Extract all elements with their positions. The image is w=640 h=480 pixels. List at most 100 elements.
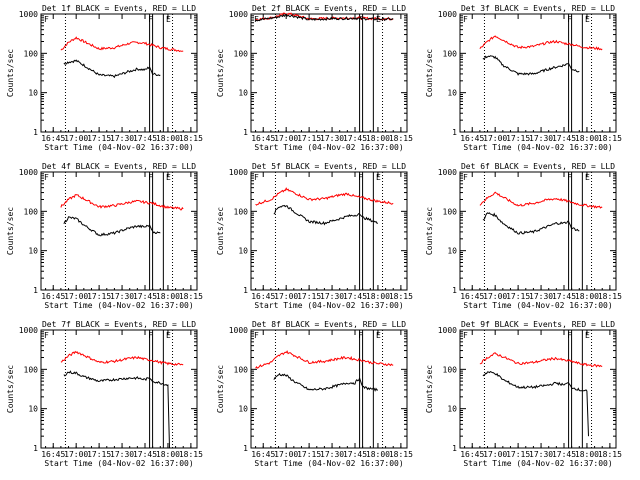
- y-axis-label: Counts/sec: [425, 49, 434, 97]
- x-tick-label: 17:45: [133, 292, 157, 301]
- event-label-e: E: [166, 173, 171, 182]
- panel-det-9: Det 9f BLACK = Events, RED = LLD 1 10 100 10…: [425, 320, 622, 468]
- events-rate-line: [273, 204, 378, 226]
- panel-title: Det 7f BLACK = Events, RED = LLD: [42, 320, 196, 329]
- events-rate-line: [273, 372, 379, 392]
- x-tick-label: 18:00: [156, 292, 180, 301]
- x-tick-label: 18:15: [389, 292, 413, 301]
- x-tick-label: 18:00: [366, 450, 390, 459]
- x-tick-label: 17:45: [552, 134, 576, 143]
- y-tick-label: 10: [238, 89, 248, 98]
- y-tick-label: 1: [452, 286, 457, 295]
- y-tick-label: 1000: [229, 168, 248, 177]
- y-axis-label: Counts/sec: [216, 49, 225, 97]
- event-label-e: E: [585, 173, 590, 182]
- x-tick-label: 17:15: [297, 134, 321, 143]
- corner-label-f: F: [44, 173, 49, 182]
- y-tick-label: 10: [238, 247, 248, 256]
- x-axis-label: Start Time (04-Nov-02 16:37:00): [463, 459, 612, 468]
- x-tick-label: 16:45: [41, 450, 65, 459]
- x-tick-label: 17:45: [343, 450, 367, 459]
- panel-title: Det 1f BLACK = Events, RED = LLD: [42, 4, 196, 13]
- x-tick-label: 17:45: [343, 134, 367, 143]
- y-tick-label: 10: [28, 89, 38, 98]
- x-tick-label: 18:00: [366, 134, 390, 143]
- x-tick-label: 17:30: [110, 134, 134, 143]
- lld-rate-line: [60, 194, 184, 211]
- x-tick-label: 18:00: [156, 450, 180, 459]
- x-axis-label: Start Time (04-Nov-02 16:37:00): [254, 143, 403, 152]
- x-tick-label: 18:00: [366, 292, 390, 301]
- panel-det-3: Det 3f BLACK = Events, RED = LLD 1 10 100 10…: [425, 4, 622, 152]
- y-tick-label: 100: [234, 207, 249, 216]
- plot-frame: [250, 329, 408, 449]
- y-tick-label: 100: [24, 49, 39, 58]
- events-rate-line: [63, 370, 170, 449]
- x-tick-label: 17:45: [552, 292, 576, 301]
- x-axis-label: Start Time (04-Nov-02 16:37:00): [44, 459, 193, 468]
- x-tick-label: 17:15: [87, 450, 111, 459]
- y-tick-label: 1000: [229, 10, 248, 19]
- plot-frame: [459, 329, 617, 449]
- x-tick-label: 16:45: [460, 134, 484, 143]
- events-rate-line: [63, 59, 161, 79]
- lld-rate-line: [479, 352, 603, 368]
- x-tick-label: 17:15: [297, 292, 321, 301]
- x-tick-label: 17:15: [506, 450, 530, 459]
- y-tick-label: 1000: [438, 326, 457, 335]
- y-tick-label: 1: [33, 128, 38, 137]
- y-axis-label: Counts/sec: [6, 49, 15, 97]
- panel-det-4: Det 4f BLACK = Events, RED = LLD 1 10 100 10…: [6, 162, 203, 310]
- plot-frame: [459, 171, 617, 291]
- x-tick-label: 18:15: [598, 450, 622, 459]
- corner-label-f: F: [254, 331, 259, 340]
- x-tick-label: 17:45: [343, 292, 367, 301]
- y-axis-label: Counts/sec: [425, 365, 434, 413]
- lld-rate-line: [479, 35, 603, 51]
- plot-frame: [40, 171, 198, 291]
- corner-label-f: F: [254, 173, 259, 182]
- x-tick-label: 16:45: [41, 134, 65, 143]
- y-tick-label: 10: [447, 89, 457, 98]
- corner-label-f: F: [463, 173, 468, 182]
- y-tick-label: 100: [24, 207, 39, 216]
- plot-frame: [40, 13, 198, 133]
- plot-frame: [250, 13, 408, 133]
- event-label-f: F: [148, 331, 153, 340]
- x-tick-label: 17:00: [274, 450, 298, 459]
- y-tick-label: 10: [447, 405, 457, 414]
- event-label-f: F: [567, 173, 572, 182]
- y-tick-label: 1: [33, 444, 38, 453]
- panel-title: Det 5f BLACK = Events, RED = LLD: [252, 162, 406, 171]
- x-tick-label: 17:30: [110, 450, 134, 459]
- panel-det-7: Det 7f BLACK = Events, RED = LLD 1 10 100 10…: [6, 320, 203, 468]
- x-axis-label: Start Time (04-Nov-02 16:37:00): [254, 459, 403, 468]
- x-tick-label: 17:15: [87, 292, 111, 301]
- y-tick-label: 1000: [19, 168, 38, 177]
- y-tick-label: 1: [452, 444, 457, 453]
- y-axis-label: Counts/sec: [216, 365, 225, 413]
- x-tick-label: 17:30: [110, 292, 134, 301]
- event-label-e: E: [166, 15, 171, 24]
- y-tick-label: 10: [28, 405, 38, 414]
- panel-title: Det 8f BLACK = Events, RED = LLD: [252, 320, 406, 329]
- x-axis-label: Start Time (04-Nov-02 16:37:00): [44, 301, 193, 310]
- x-tick-label: 17:15: [87, 134, 111, 143]
- x-axis-label: Start Time (04-Nov-02 16:37:00): [254, 301, 403, 310]
- panel-title: Det 3f BLACK = Events, RED = LLD: [461, 4, 615, 13]
- y-tick-label: 1000: [438, 10, 457, 19]
- panel-det-1: Det 1f BLACK = Events, RED = LLD 1 10 100 10…: [6, 4, 203, 152]
- x-tick-label: 17:45: [133, 450, 157, 459]
- x-axis-label: Start Time (04-Nov-02 16:37:00): [463, 143, 612, 152]
- x-tick-label: 18:00: [156, 134, 180, 143]
- x-axis-label: Start Time (04-Nov-02 16:37:00): [463, 301, 612, 310]
- x-tick-label: 18:00: [575, 134, 599, 143]
- events-rate-line: [63, 216, 161, 237]
- lld-rate-line: [60, 350, 184, 366]
- y-tick-label: 1000: [229, 326, 248, 335]
- x-tick-label: 16:45: [460, 450, 484, 459]
- y-tick-label: 1: [243, 128, 248, 137]
- lld-rate-line: [255, 350, 394, 369]
- event-label-f: F: [567, 15, 572, 24]
- panel-det-5: Det 5f BLACK = Events, RED = LLD 1 10 100 10…: [216, 162, 413, 310]
